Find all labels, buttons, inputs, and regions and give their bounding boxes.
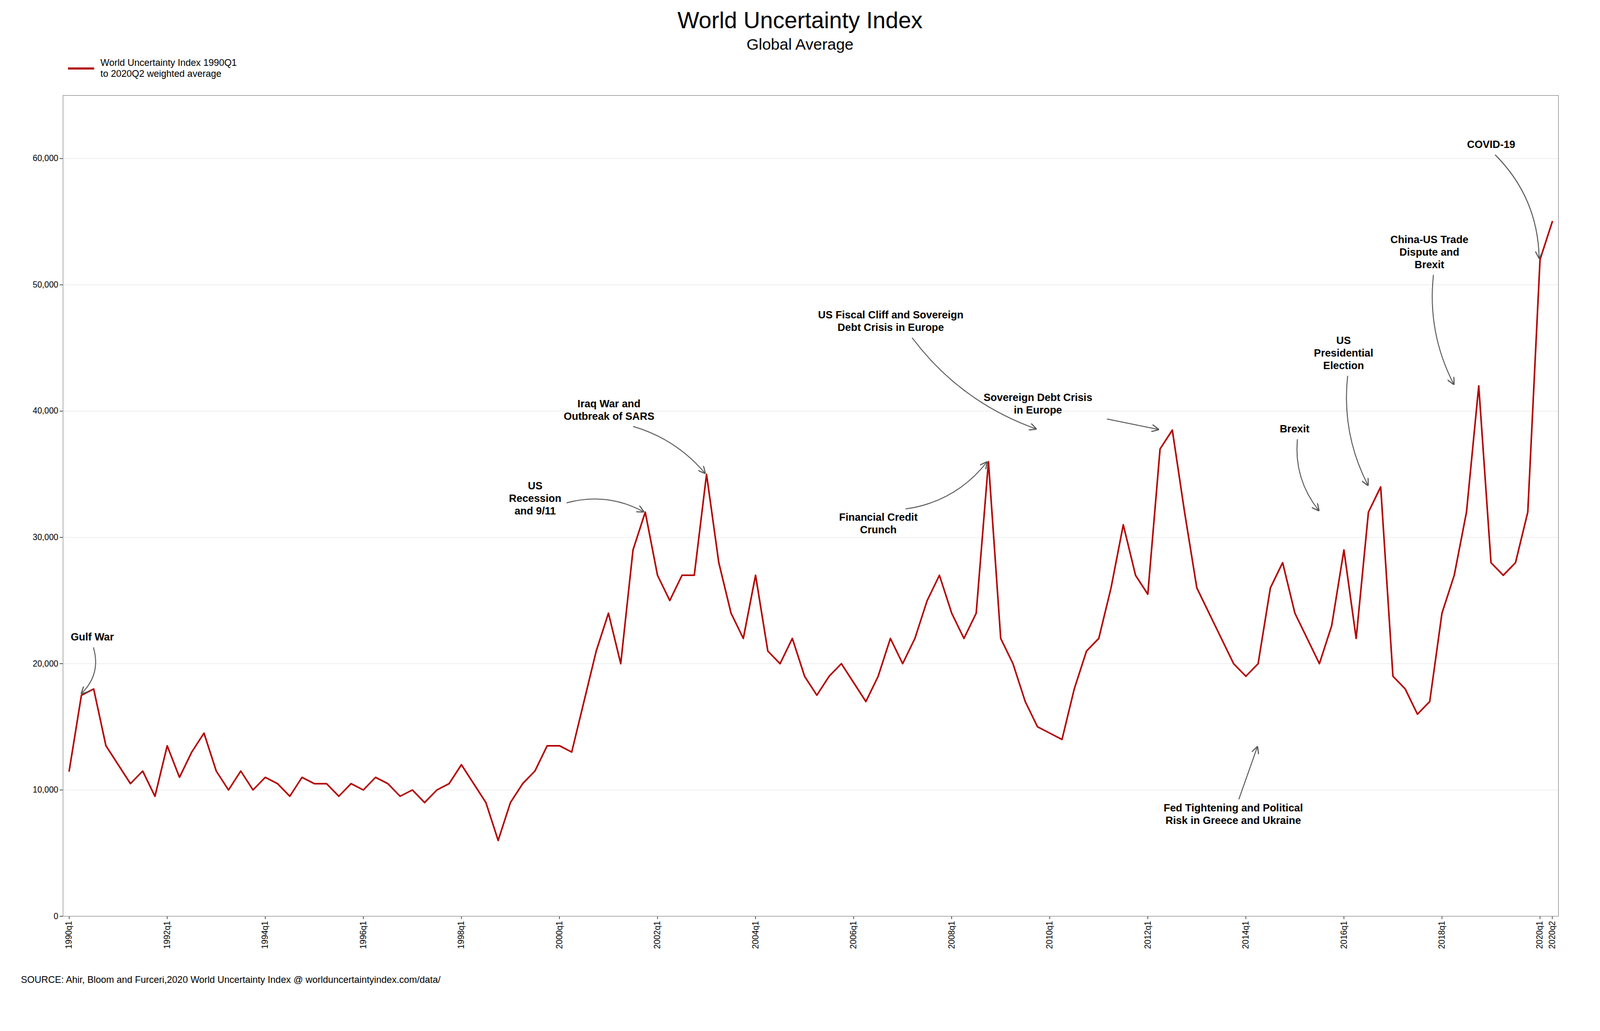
svg-text:USRecessionand 9/11: USRecessionand 9/11 (508, 480, 562, 517)
svg-text:US Fiscal Cliff and SovereignD: US Fiscal Cliff and SovereignDebt Crisis… (818, 309, 964, 334)
svg-text:Financial CreditCrunch: Financial CreditCrunch (838, 512, 918, 537)
svg-text:Brexit: Brexit (1279, 423, 1310, 435)
svg-text:Iraq War andOutbreak of SARS: Iraq War andOutbreak of SARS (563, 398, 655, 423)
svg-text:2020q2: 2020q2 (1547, 921, 1557, 949)
svg-text:2016q1: 2016q1 (1339, 921, 1349, 949)
html-text:SOURCE: Ahir, Bloom and Furcer: SOURCE: Ahir, Bloom and Furceri,2020 Wor… (20, 974, 441, 986)
svg-text:20,000: 20,000 (32, 659, 59, 669)
svg-text:1992q1: 1992q1 (162, 921, 172, 949)
svg-text:2018q1: 2018q1 (1437, 921, 1447, 949)
svg-text:60,000: 60,000 (32, 153, 59, 163)
svg-text:2006q1: 2006q1 (848, 921, 858, 949)
svg-text:1994q1: 1994q1 (260, 921, 270, 949)
svg-text:0: 0 (53, 912, 59, 922)
svg-text:2004q1: 2004q1 (751, 921, 760, 949)
svg-text:1998q1: 1998q1 (456, 921, 466, 949)
svg-text:50,000: 50,000 (32, 280, 59, 290)
svg-text:Gulf War: Gulf War (70, 631, 115, 644)
svg-text:1990q1: 1990q1 (64, 921, 74, 949)
svg-text:2020q1: 2020q1 (1535, 921, 1545, 949)
svg-text:China-US TradeDispute andBrexi: China-US TradeDispute andBrexit (1390, 233, 1469, 271)
svg-text:10,000: 10,000 (32, 785, 59, 795)
svg-text:30,000: 30,000 (32, 532, 59, 542)
html-text:Global Average: Global Average (746, 35, 854, 53)
svg-text:2010q1: 2010q1 (1045, 921, 1054, 949)
svg-text:USPresidentialElection: USPresidentialElection (1313, 334, 1373, 372)
svg-text:2012q1: 2012q1 (1143, 921, 1153, 949)
svg-text:2002q1: 2002q1 (652, 921, 662, 949)
svg-text:COVID-19: COVID-19 (1467, 138, 1516, 151)
svg-text:2008q1: 2008q1 (947, 921, 957, 949)
svg-text:2000q1: 2000q1 (554, 921, 564, 949)
svg-text:1996q1: 1996q1 (358, 921, 368, 949)
svg-text:Fed Tightening and PoliticalRi: Fed Tightening and PoliticalRisk in Gree… (1163, 802, 1303, 827)
html-text:World Uncertainty Index 1990Q1: World Uncertainty Index 1990Q1 to 2020Q2… (100, 57, 237, 79)
html-text:World Uncertainty Index: World Uncertainty Index (677, 7, 923, 33)
svg-text:Sovereign Debt Crisisin Europe: Sovereign Debt Crisisin Europe (983, 391, 1093, 416)
svg-text:2014q1: 2014q1 (1241, 921, 1251, 949)
svg-text:40,000: 40,000 (32, 406, 59, 416)
